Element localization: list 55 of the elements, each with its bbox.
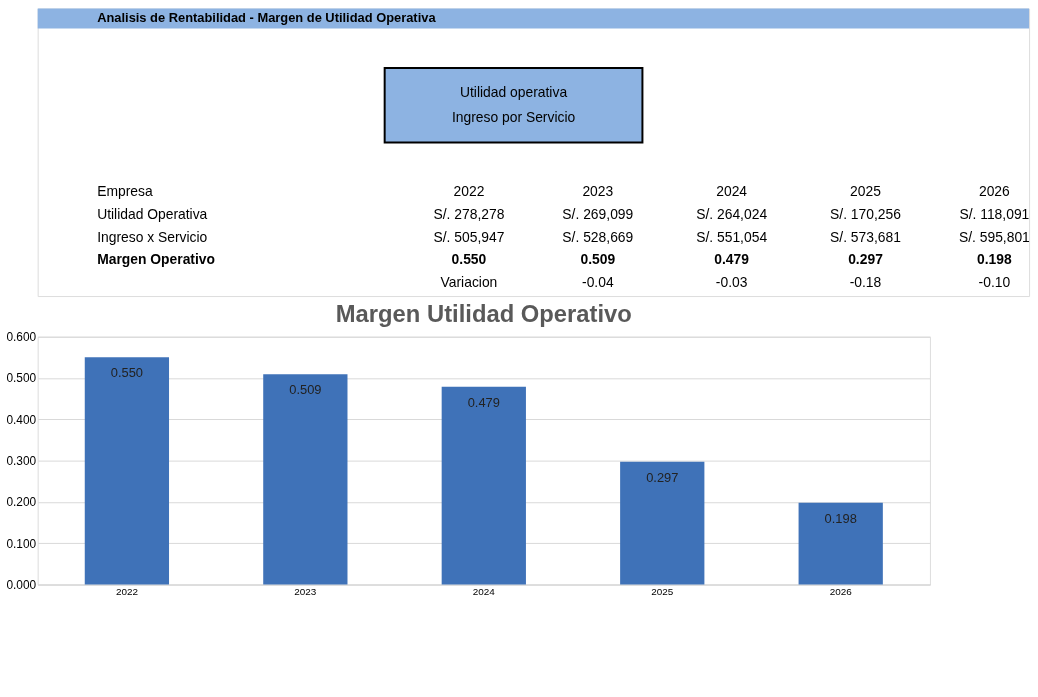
text: 2025 — [850, 182, 882, 199]
text: 2024 — [716, 182, 748, 199]
text: S/. 551,054 — [696, 228, 768, 245]
x-tick-label: 2022 — [115, 585, 139, 597]
text: S/. 118,091 — [959, 205, 1030, 222]
text: Analisis de Rentabilidad - Margen de Utilidad Operativa — [97, 10, 437, 26]
text: S/. 170,256 — [830, 205, 902, 222]
bar — [84, 357, 170, 585]
text: S/. 595,801 — [958, 228, 1031, 245]
text: -0.18 — [849, 274, 882, 291]
y-tick-label: 0.500 — [6, 371, 37, 386]
text: Empresa — [97, 182, 153, 199]
x-tick-label: 2023 — [294, 585, 317, 597]
text: S/. 528,669 — [562, 228, 634, 245]
text: S/. 505,947 — [433, 228, 505, 245]
text: Ingreso por Servicio — [451, 108, 576, 125]
data-label: 0.550 — [110, 365, 144, 381]
bar — [263, 374, 348, 585]
text: -0.04 — [582, 274, 614, 291]
x-tick-label: 2026 — [829, 585, 853, 597]
y-tick-label: 0.300 — [6, 454, 37, 469]
text: 0.550 — [451, 251, 487, 268]
data-label: 0.198 — [824, 510, 857, 526]
text: S/. 573,681 — [830, 228, 902, 245]
text: 0.509 — [580, 251, 616, 268]
text: -0.03 — [715, 274, 748, 291]
text: 0.198 — [977, 251, 1013, 268]
bar — [798, 502, 883, 585]
bar — [620, 461, 705, 585]
x-tick-label: 2025 — [651, 585, 674, 597]
data-label: 0.479 — [467, 394, 500, 410]
text: 2022 — [453, 182, 485, 199]
data-label: 0.509 — [289, 382, 322, 398]
text: 0.297 — [848, 251, 884, 268]
y-tick-label: 0.600 — [6, 330, 37, 345]
text: S/. 264,024 — [696, 205, 768, 222]
text: Utilidad operativa — [460, 83, 568, 100]
text: Utilidad Operativa — [97, 205, 208, 222]
bar — [441, 386, 526, 585]
text: S/. 278,278 — [433, 205, 505, 222]
text: 0.479 — [714, 251, 750, 268]
x-tick-label: 2024 — [472, 585, 496, 597]
text: S/. 269,099 — [562, 205, 634, 222]
text: Variacion — [440, 274, 498, 291]
text: -0.10 — [978, 274, 1011, 291]
text: 2026 — [978, 182, 1011, 199]
text: 2023 — [582, 182, 614, 199]
y-tick-label: 0.100 — [6, 536, 37, 551]
text: Ingreso x Servicio — [97, 228, 208, 245]
y-tick-label: 0.200 — [6, 495, 37, 510]
chart-title: Margen Utilidad Operativo — [335, 299, 632, 327]
y-tick-label: 0.000 — [6, 578, 37, 593]
data-label: 0.297 — [646, 469, 679, 485]
y-tick-label: 0.400 — [6, 412, 37, 427]
text: Margen Operativo — [97, 251, 215, 268]
